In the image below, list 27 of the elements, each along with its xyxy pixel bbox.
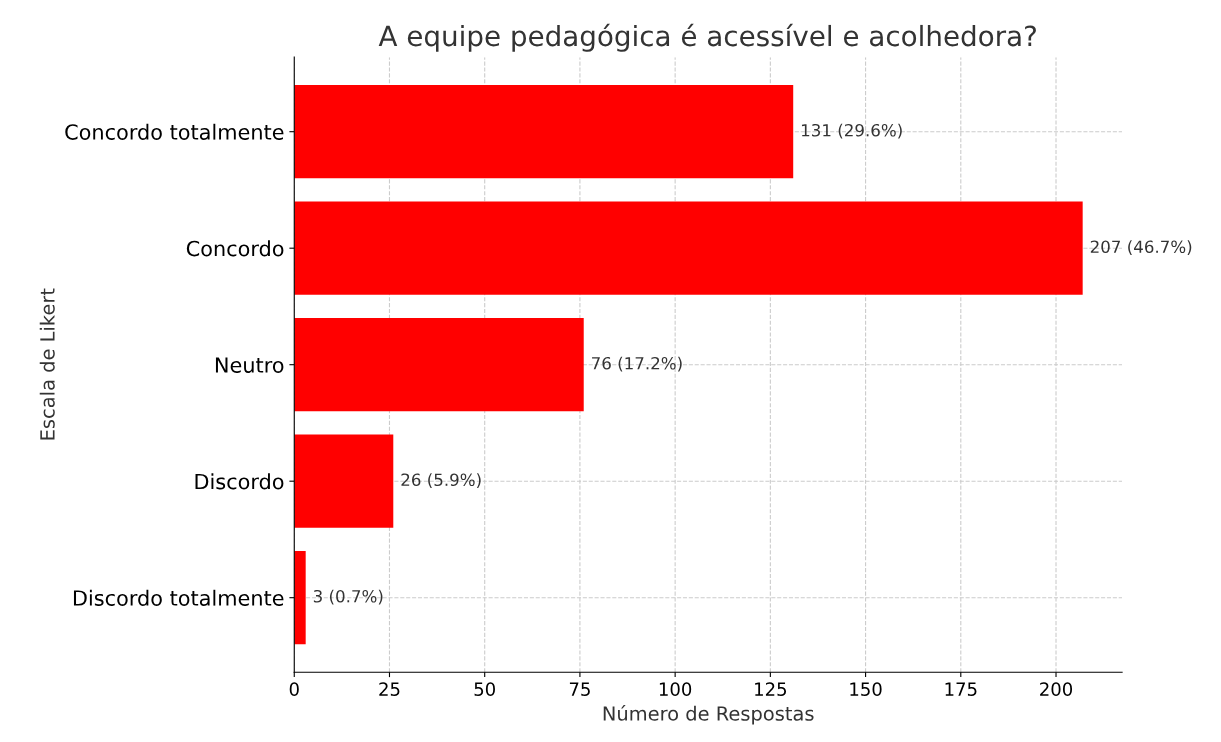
data-label: 207 (46.7%) [1090, 240, 1192, 255]
y-tick-label: Discordo totalmente [73, 589, 284, 606]
x-tick-label: 25 [379, 682, 400, 696]
data-label: 3 (0.7%) [313, 589, 383, 605]
data-label: 131 (29.6%) [801, 123, 902, 139]
x-tick-label: 50 [474, 682, 495, 696]
bar [294, 85, 794, 179]
x-tick-label: 125 [755, 682, 787, 696]
x-tick-label: 100 [659, 682, 692, 696]
x-tick-label: 175 [945, 682, 977, 696]
y-tick-label: Neutro [215, 357, 284, 373]
data-label: 26 (5.9%) [401, 473, 481, 488]
y-tick-label: Concordo [186, 240, 284, 257]
x-axis-title: Número de Respostas [603, 705, 814, 725]
y-axis-title: Escala de Likert [39, 288, 55, 440]
bar [294, 434, 394, 528]
bar [294, 201, 1083, 295]
x-tick-label: 150 [850, 682, 882, 696]
y-tick-label: Discordo [195, 473, 284, 490]
x-tick-label: 200 [1040, 682, 1073, 696]
y-tick-label: Concordo totalmente [65, 123, 284, 140]
chart-title: A equipe pedagógica é acessível e acolhedora? [378, 23, 1036, 52]
bar [294, 551, 306, 645]
bar [294, 318, 584, 412]
data-label: 76 (17.2%) [592, 356, 682, 372]
x-tick-label: 0 [289, 682, 299, 696]
x-tick-label: 75 [569, 682, 590, 696]
